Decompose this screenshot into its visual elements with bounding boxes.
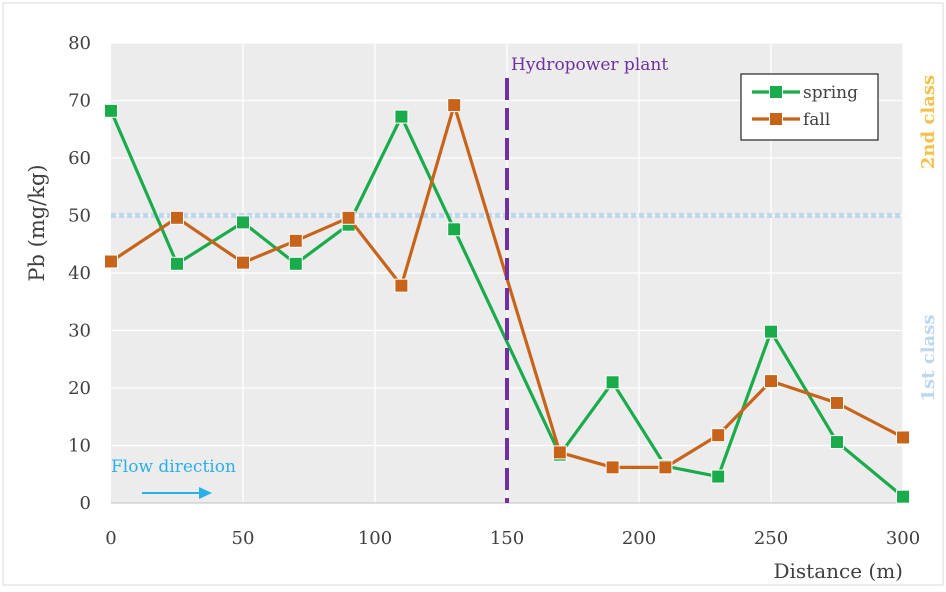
flow-direction-label: Flow direction (111, 457, 236, 477)
spring-data-point (170, 256, 184, 271)
fall-data-point (447, 98, 462, 113)
class-1-label: 1st class (918, 315, 939, 402)
spring-data-point (764, 324, 778, 339)
y-tick-label: 80 (68, 33, 91, 54)
fall-data-point (658, 460, 673, 475)
x-tick-label: 100 (358, 528, 392, 549)
fall-data-point (605, 460, 620, 475)
legend-fall-label: fall (803, 110, 830, 130)
fall-data-point (288, 233, 303, 248)
fall-data-point (764, 374, 778, 389)
y-tick-label: 30 (68, 321, 91, 342)
class-2-label: 2nd class (918, 75, 939, 169)
y-axis-title: Pb (mg/kg) (25, 164, 49, 281)
y-tick-label: 40 (68, 263, 91, 284)
spring-data-point (104, 103, 118, 118)
flow-arrow-head (199, 487, 212, 499)
axis-layer: 0 10 20 30 40 50 60 70 80 0 50 100 150 200 250 300 Dista… (25, 33, 920, 583)
legend-spring-marker (769, 85, 783, 99)
fall-data-point (711, 428, 726, 443)
x-tick-label: 150 (490, 528, 524, 549)
y-tick-label: 50 (68, 206, 91, 227)
fall-data-point (104, 254, 118, 269)
fall-data-point (830, 395, 844, 410)
fall-data-point (896, 430, 910, 445)
fall-data-point (236, 255, 250, 270)
spring-data-point (394, 109, 409, 124)
x-tick-label: 0 (105, 528, 116, 549)
legend: spring fall (740, 73, 879, 141)
y-tick-label: 60 (68, 148, 91, 169)
spring-data-point (288, 256, 303, 271)
spring-data-point (605, 375, 620, 390)
spring-series-line (109, 110, 905, 498)
spring-data-point (896, 489, 910, 504)
x-axis-title: Distance (m) (773, 559, 903, 583)
fall-data-point (341, 210, 356, 225)
annotation-layer: Hydropower plant Flow direction 2nd class 1… (111, 55, 939, 503)
spring-data-point (447, 222, 462, 237)
legend-fall-marker (769, 112, 783, 126)
x-tick-label: 250 (754, 528, 788, 549)
y-tick-label: 10 (68, 436, 91, 457)
legend-spring-label: spring (803, 83, 858, 103)
spring-data-point (236, 215, 250, 230)
spring-data-point (830, 435, 844, 450)
fall-data-point (170, 210, 184, 225)
spring-data-point (711, 469, 726, 484)
fall-data-point (394, 278, 409, 293)
fall-data-point (552, 445, 567, 460)
y-tick-label: 0 (80, 493, 91, 514)
x-tick-label: 50 (232, 528, 255, 549)
y-tick-label: 70 (68, 91, 91, 112)
x-tick-label: 200 (622, 528, 656, 549)
hydropower-plant-label: Hydropower plant (511, 55, 668, 75)
legend-box (740, 73, 879, 141)
y-tick-label: 20 (68, 378, 91, 399)
x-tick-label: 300 (886, 528, 920, 549)
